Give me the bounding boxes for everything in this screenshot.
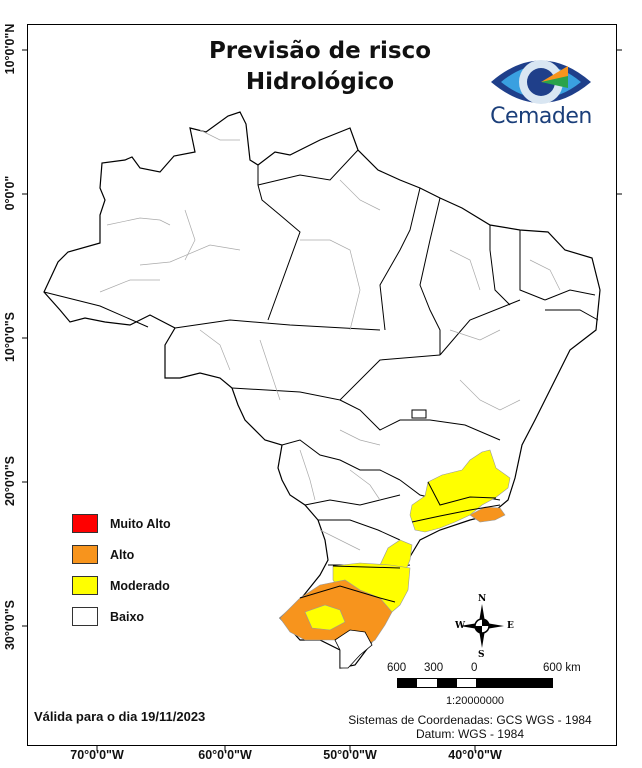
risk-baixo-rs-patch [334, 629, 373, 669]
lat-label-0: 0°0'0" [3, 175, 17, 211]
legend: Muito Alto Alto Moderado Baixo [72, 508, 171, 632]
cemaden-logo-text: Cemaden [490, 104, 592, 129]
axis-ticks [22, 49, 622, 751]
lon-label-50w: 50°0'0"W [323, 748, 377, 762]
legend-swatch-moderado [72, 576, 98, 595]
scale-bar [397, 678, 553, 688]
coordinate-system: Sistemas de Coordenadas: GCS WGS - 1984 [348, 713, 592, 727]
title-line-1: Previsão de risco [208, 38, 432, 64]
compass-n: N [478, 594, 487, 604]
datum: Datum: WGS - 1984 [415, 727, 525, 741]
compass-e: E [507, 621, 514, 631]
legend-label: Alto [110, 547, 135, 562]
scale-label-600km: 600 km [543, 662, 581, 674]
cemaden-eye-logo-icon [491, 60, 591, 104]
legend-label: Muito Alto [110, 516, 171, 531]
southern-state-borders [299, 481, 501, 603]
scale-label-0: 0 [471, 662, 478, 674]
title-line-2: Hidrológico [245, 69, 395, 95]
lat-label-30s: 30°0'0"S [3, 599, 17, 651]
state-borders [43, 149, 599, 603]
legend-swatch-alto [72, 545, 98, 564]
compass-w: W [455, 621, 466, 631]
lon-label-40w: 40°0'0"W [448, 748, 502, 762]
lat-label-20s: 20°0'0"S [3, 455, 17, 507]
lon-label-60w: 60°0'0"W [198, 748, 252, 762]
risk-moderado-rs-patch [304, 604, 346, 631]
lat-label-10n: 10°0'0"N [3, 23, 17, 75]
federal-district [411, 409, 427, 419]
compass-rose [460, 604, 504, 648]
legend-swatch-baixo [72, 607, 98, 626]
legend-item-muito-alto: Muito Alto [72, 508, 171, 539]
legend-item-baixo: Baixo [72, 601, 171, 632]
coordinate-info: Sistemas de Coordenadas: GCS WGS - 1984 … [340, 713, 600, 741]
region-borders [99, 129, 561, 551]
scale-ratio: 1:20000000 [445, 695, 505, 707]
scale-label-600: 600 [387, 662, 407, 674]
map-title: Previsão de risco Hidrológico [150, 36, 490, 98]
legend-label: Moderado [110, 578, 170, 593]
brazil-outline [43, 111, 601, 669]
valid-date: Válida para o dia 19/11/2023 [34, 709, 206, 724]
legend-item-moderado: Moderado [72, 570, 171, 601]
legend-label: Baixo [110, 609, 145, 624]
legend-item-alto: Alto [72, 539, 171, 570]
legend-swatch-muito-alto [72, 514, 98, 533]
compass-s: S [478, 650, 485, 660]
lat-label-10s: 10°0'0"S [3, 311, 17, 363]
scale-label-300: 300 [424, 662, 444, 674]
lon-label-70w: 70°0'0"W [70, 748, 124, 762]
